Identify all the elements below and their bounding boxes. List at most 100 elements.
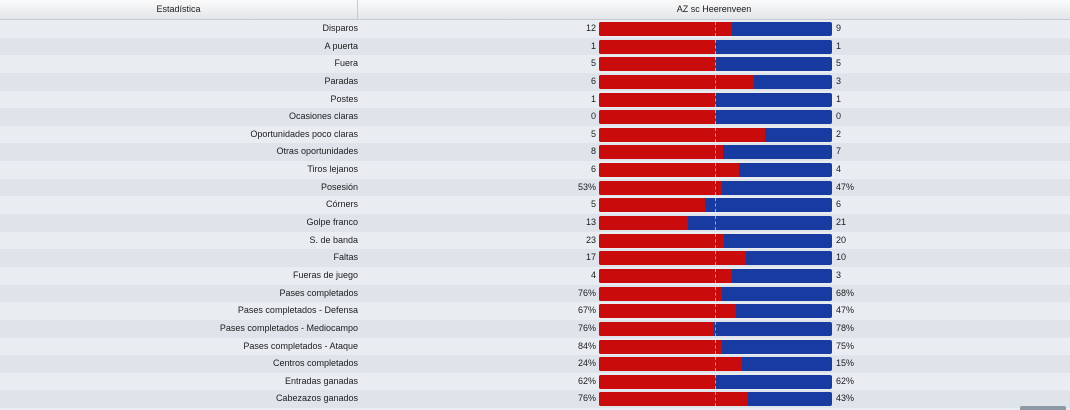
stat-label: Posesión (320, 181, 358, 192)
center-line (715, 374, 716, 389)
stat-label: Cabezazos ganados (275, 393, 358, 404)
center-line (715, 357, 716, 372)
away-value: 1 (836, 40, 842, 51)
stat-row: Pases completados - Mediocampo 76% 78% (0, 319, 1070, 338)
stat-label: Oportunidades poco claras (250, 128, 358, 139)
away-value: 68% (836, 287, 855, 298)
stat-label: A puerta (324, 40, 358, 51)
comparison-bar (599, 321, 832, 336)
comparison-bar (599, 251, 832, 266)
comparison-bar (599, 127, 832, 142)
away-value: 20 (836, 234, 847, 245)
stat-row: Disparos 12 9 (0, 20, 1070, 38)
away-value: 2 (836, 128, 842, 139)
comparison-bar (599, 92, 832, 107)
stat-label: Centros completados (272, 358, 358, 369)
stat-row: Cabezazos ganados 76% 43% (0, 390, 1070, 409)
comparison-bar (599, 216, 832, 231)
home-value: 67% (577, 305, 596, 316)
stat-label: Pases completados - Defensa (237, 305, 358, 316)
comparison-bar (599, 233, 832, 248)
comparison-bar (599, 180, 832, 195)
away-value: 7 (836, 146, 842, 157)
home-bar-fill (599, 163, 739, 178)
center-line (715, 286, 716, 301)
comparison-bar (599, 39, 832, 54)
away-value: 78% (836, 322, 855, 333)
comparison-bar (599, 286, 832, 301)
home-bar-fill (599, 216, 688, 231)
home-bar-fill (599, 145, 723, 160)
center-line (715, 22, 716, 36)
home-value: 24% (577, 358, 596, 369)
stat-row: Tiros lejanos 6 4 (0, 161, 1070, 179)
comparison-bar (599, 268, 832, 283)
away-value: 62% (836, 375, 855, 386)
center-line (715, 180, 716, 195)
column-header-teams[interactable]: AZ sc Heerenveen (676, 4, 752, 14)
home-bar-fill (599, 110, 716, 125)
away-value: 10 (836, 252, 847, 263)
away-value: 0 (836, 111, 842, 122)
home-value: 62% (577, 375, 596, 386)
stat-label: Pases completados - Ataque (243, 340, 358, 351)
center-line (715, 74, 716, 89)
home-value: 5 (590, 199, 596, 210)
home-value: 1 (590, 93, 596, 104)
home-bar-fill (599, 233, 724, 248)
center-line (715, 57, 716, 72)
stat-row: S. de banda 23 20 (0, 232, 1070, 250)
comparison-bar (599, 22, 832, 36)
center-line (715, 233, 716, 248)
away-value: 3 (836, 75, 842, 86)
stat-row: Paradas 6 3 (0, 72, 1070, 91)
stat-row: A puerta 1 1 (0, 37, 1070, 56)
scrollbar-handle[interactable] (1020, 406, 1066, 410)
away-value: 47% (836, 181, 855, 192)
stat-label: Córners (325, 199, 358, 210)
away-value: 43% (836, 393, 855, 404)
home-bar-fill (599, 357, 742, 372)
home-value: 1 (590, 40, 596, 51)
home-value: 8 (590, 146, 596, 157)
stat-label: Faltas (333, 252, 358, 263)
home-value: 6 (590, 75, 596, 86)
comparison-bar (599, 163, 832, 178)
center-line (715, 392, 716, 407)
home-bar-fill (599, 57, 716, 72)
stat-row: Pases completados - Defensa 67% 47% (0, 302, 1070, 320)
away-value: 15% (836, 358, 855, 369)
home-bar-fill (599, 22, 732, 36)
home-value: 5 (590, 58, 596, 69)
comparison-bar (599, 304, 832, 319)
stat-label: Pases completados (279, 287, 358, 298)
comparison-bar (599, 145, 832, 160)
stat-row: Oportunidades poco claras 5 2 (0, 126, 1070, 144)
stat-label: Fueras de juego (292, 269, 358, 280)
home-bar-fill (599, 39, 716, 54)
stat-label: Pases completados - Mediocampo (219, 322, 358, 333)
stat-label: Postes (330, 93, 358, 104)
home-bar-fill (599, 304, 736, 319)
stat-row: Córners 5 6 (0, 196, 1070, 214)
comparison-bar (599, 74, 832, 89)
stat-row: Entradas ganadas 62% 62% (0, 373, 1070, 391)
column-header-stat[interactable]: Estadística (0, 0, 358, 19)
center-line (715, 110, 716, 125)
home-value: 13 (585, 217, 596, 228)
stat-label: Tiros lejanos (307, 164, 358, 175)
home-value: 76% (577, 287, 596, 298)
away-value: 9 (836, 23, 842, 33)
stat-label: Golpe franco (306, 217, 358, 228)
stat-row: Otras oportunidades 8 7 (0, 143, 1070, 162)
stat-row: Centros completados 24% 15% (0, 355, 1070, 373)
stat-label: Disparos (322, 23, 358, 33)
comparison-bar (599, 57, 832, 72)
stat-row: Pases completados 76% 68% (0, 284, 1070, 303)
comparison-bar (599, 374, 832, 389)
home-bar-fill (599, 251, 746, 266)
home-value: 76% (577, 393, 596, 404)
stat-label: S. de banda (309, 234, 358, 245)
center-line (715, 251, 716, 266)
